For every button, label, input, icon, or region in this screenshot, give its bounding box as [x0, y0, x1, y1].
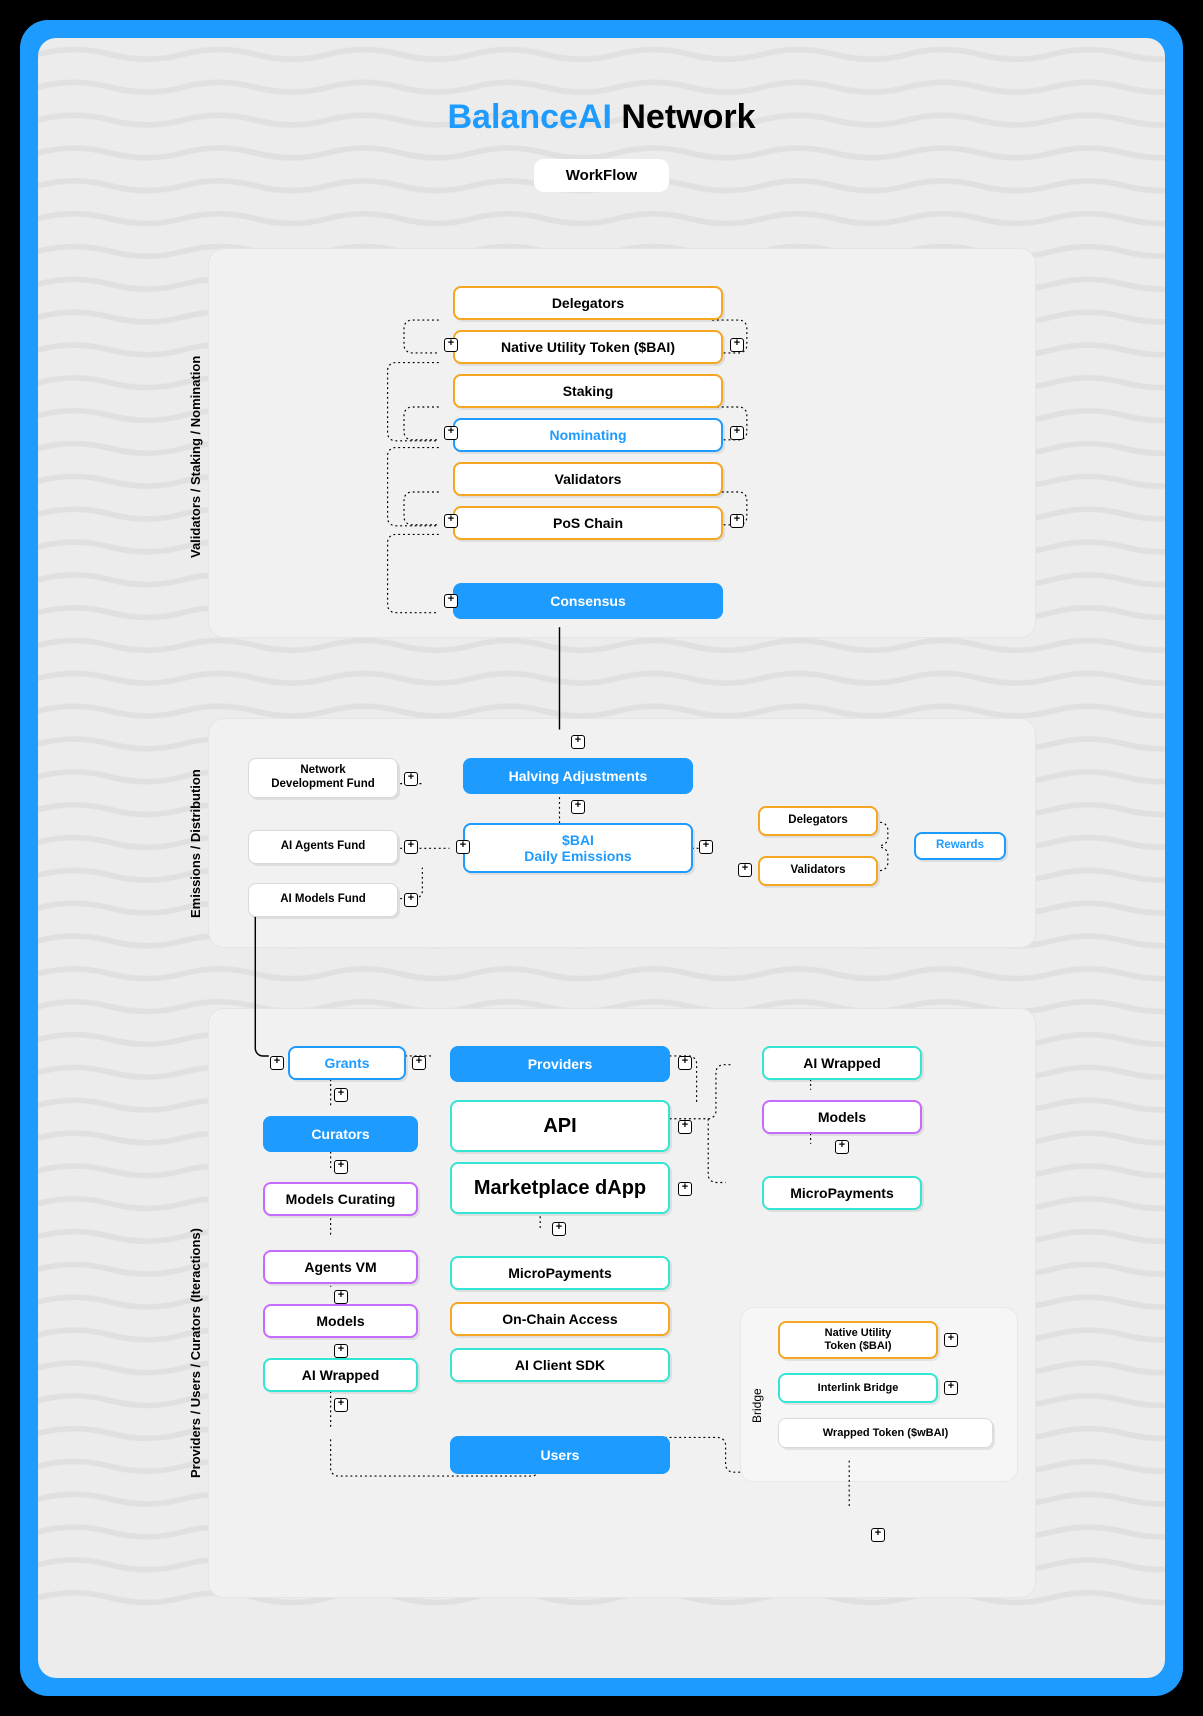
node-bridge-native: Native Utility Token ($BAI)	[778, 1321, 938, 1359]
workflow-pill-wrap: WorkFlow	[38, 159, 1165, 192]
section-label-bridge: Bridge	[750, 1373, 764, 1423]
plus-icon	[404, 893, 418, 907]
node-validators: Validators	[453, 462, 723, 496]
plus-icon	[456, 840, 470, 854]
node-curators: Curators	[263, 1116, 418, 1152]
node-ai-agents-fund: AI Agents Fund	[248, 830, 398, 864]
page-title: BalanceAI Network	[38, 38, 1165, 137]
plus-icon	[404, 772, 418, 786]
node-delegators: Delegators	[453, 286, 723, 320]
content-layer: BalanceAI Network WorkFlow Validators / …	[38, 38, 1165, 1678]
node-net-dev-fund: Network Development Fund	[248, 758, 398, 798]
plus-icon	[444, 426, 458, 440]
plus-icon	[730, 338, 744, 352]
title-main: Network	[612, 98, 756, 136]
plus-icon	[270, 1056, 284, 1070]
plus-icon	[871, 1528, 885, 1542]
plus-icon	[404, 840, 418, 854]
node-halving: Halving Adjustments	[463, 758, 693, 794]
node-bridge-wrapped: Wrapped Token ($wBAI)	[778, 1418, 993, 1448]
plus-icon	[571, 800, 585, 814]
plus-icon	[334, 1160, 348, 1174]
node-nominating: Nominating	[453, 418, 723, 452]
node-pos-chain: PoS Chain	[453, 506, 723, 540]
plus-icon	[678, 1056, 692, 1070]
node-ai-wrapped: AI Wrapped	[762, 1046, 922, 1080]
plus-icon	[334, 1344, 348, 1358]
node-models-curating: Models Curating	[263, 1182, 418, 1216]
plus-icon	[334, 1088, 348, 1102]
plus-icon	[571, 735, 585, 749]
node-rewards: Rewards	[914, 832, 1006, 860]
node-ai-wrapped2: AI Wrapped	[263, 1358, 418, 1392]
plus-icon	[444, 338, 458, 352]
plus-icon	[334, 1398, 348, 1412]
section-label-validators: Validators / Staking / Nomination	[188, 338, 203, 558]
node-models2: Models	[263, 1304, 418, 1338]
node-validators2: Validators	[758, 856, 878, 886]
node-ai-models-fund: AI Models Fund	[248, 883, 398, 917]
plus-icon	[699, 840, 713, 854]
node-consensus: Consensus	[453, 583, 723, 619]
plus-icon	[678, 1120, 692, 1134]
node-delegators2: Delegators	[758, 806, 878, 836]
node-agents-vm: Agents VM	[263, 1250, 418, 1284]
workflow-pill: WorkFlow	[534, 159, 669, 192]
section-label-emissions: Emissions / Distribution	[188, 758, 203, 918]
node-daily-emissions: $BAI Daily Emissions	[463, 823, 693, 873]
plus-icon	[738, 863, 752, 877]
plus-icon	[444, 514, 458, 528]
section-label-providers: Providers / Users / Curators (Iteraction…	[188, 1198, 203, 1478]
node-micropayments-mid: MicroPayments	[450, 1256, 670, 1290]
plus-icon	[835, 1140, 849, 1154]
plus-icon	[678, 1182, 692, 1196]
node-native-token: Native Utility Token ($BAI)	[453, 330, 723, 364]
plus-icon	[444, 594, 458, 608]
node-micropayments-right: MicroPayments	[762, 1176, 922, 1210]
node-marketplace: Marketplace dApp	[450, 1162, 670, 1214]
plus-icon	[412, 1056, 426, 1070]
node-ai-client-sdk: AI Client SDK	[450, 1348, 670, 1382]
node-staking: Staking	[453, 374, 723, 408]
plus-icon	[944, 1381, 958, 1395]
node-providers: Providers	[450, 1046, 670, 1082]
plus-icon	[730, 514, 744, 528]
node-api: API	[450, 1100, 670, 1152]
plus-icon	[334, 1290, 348, 1304]
plus-icon	[730, 426, 744, 440]
node-bridge-interlink: Interlink Bridge	[778, 1373, 938, 1403]
plus-icon	[944, 1333, 958, 1347]
outer-frame: BalanceAI Network WorkFlow Validators / …	[20, 20, 1183, 1696]
canvas: BalanceAI Network WorkFlow Validators / …	[38, 38, 1165, 1678]
plus-icon	[552, 1222, 566, 1236]
node-on-chain-access: On-Chain Access	[450, 1302, 670, 1336]
node-models: Models	[762, 1100, 922, 1134]
node-users: Users	[450, 1436, 670, 1474]
node-grants: Grants	[288, 1046, 406, 1080]
title-accent: BalanceAI	[448, 98, 612, 136]
